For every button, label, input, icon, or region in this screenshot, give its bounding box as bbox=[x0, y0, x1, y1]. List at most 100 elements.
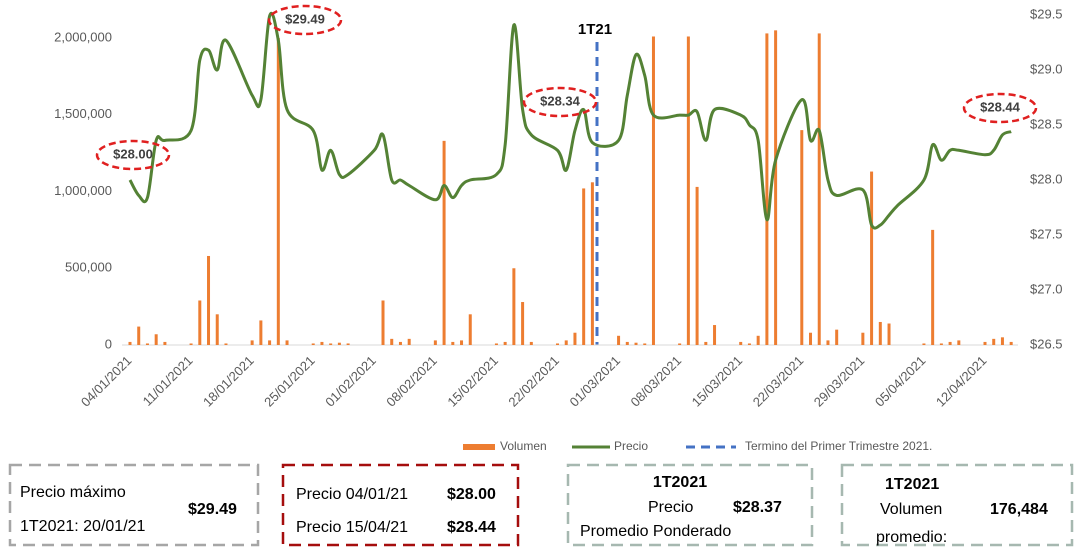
bar bbox=[695, 186, 699, 345]
bar bbox=[451, 341, 455, 345]
bar bbox=[556, 343, 559, 345]
x-tick-label: 11/01/2021 bbox=[140, 353, 196, 409]
y2-tick-label: $28.0 bbox=[1030, 171, 1063, 186]
bar bbox=[747, 343, 751, 345]
summary-text: Precio 15/04/21 bbox=[296, 519, 408, 536]
bar bbox=[678, 343, 682, 345]
x-tick-label: 08/02/2021 bbox=[383, 353, 440, 410]
bar bbox=[826, 340, 830, 345]
x-tick-label: 25/01/2021 bbox=[261, 353, 318, 410]
annotation-ring bbox=[95, 139, 171, 171]
summary-box bbox=[566, 463, 814, 547]
bar bbox=[442, 140, 446, 345]
y2-tick-label: $27.5 bbox=[1030, 226, 1063, 241]
bar bbox=[765, 33, 769, 345]
bar bbox=[407, 338, 411, 345]
bar bbox=[207, 255, 211, 345]
bar bbox=[713, 325, 717, 345]
bar bbox=[704, 341, 708, 345]
bar bbox=[381, 300, 385, 345]
y2-tick-label: $29.5 bbox=[1030, 6, 1063, 21]
summary-value: $29.49 bbox=[188, 501, 237, 518]
bar bbox=[983, 341, 987, 345]
bar bbox=[320, 341, 324, 345]
summary-heading: 1T2021 bbox=[653, 474, 707, 491]
bar bbox=[460, 340, 464, 345]
bar bbox=[887, 323, 891, 345]
bar bbox=[800, 130, 804, 345]
annotation: $28.34 bbox=[540, 93, 581, 108]
bar bbox=[224, 343, 228, 345]
bar bbox=[617, 335, 621, 345]
marks: 0 500,000 1,000,000 1,500,000 2,000,000 $26.5… bbox=[54, 6, 1062, 409]
summary-value: $28.44 bbox=[447, 519, 496, 536]
y2-tick-label: $27.0 bbox=[1030, 281, 1063, 296]
bar bbox=[163, 341, 167, 345]
y-tick-label: 1,500,000 bbox=[54, 106, 112, 121]
bar bbox=[468, 314, 472, 345]
bar bbox=[398, 341, 402, 345]
bar bbox=[861, 332, 865, 345]
bar bbox=[774, 30, 778, 345]
bar bbox=[957, 340, 961, 345]
bar bbox=[198, 300, 202, 345]
bar bbox=[259, 320, 263, 345]
bar bbox=[512, 268, 516, 345]
summary-boxes: Precio máximo 1T2021: 20/01/21 $29.49 Pr… bbox=[8, 463, 1074, 547]
bar bbox=[564, 340, 568, 345]
x-tick-label: 22/02/2021 bbox=[505, 353, 562, 410]
bar bbox=[651, 36, 655, 345]
summary-value: $28.37 bbox=[733, 499, 782, 516]
bar bbox=[948, 341, 952, 345]
summary-box bbox=[840, 463, 1074, 547]
bar bbox=[870, 171, 874, 345]
x-tick-label: 01/03/2021 bbox=[566, 353, 623, 410]
x-tick-label: 04/01/2021 bbox=[78, 353, 135, 410]
annotation: $28.00 bbox=[113, 146, 153, 161]
bar bbox=[582, 188, 586, 345]
y-tick-label: 500,000 bbox=[65, 260, 112, 275]
summary-heading: 1T2021 bbox=[885, 476, 939, 493]
bar bbox=[739, 341, 743, 345]
bar bbox=[215, 314, 219, 345]
bar bbox=[529, 341, 533, 345]
bar bbox=[939, 343, 943, 345]
bar bbox=[128, 341, 132, 345]
x-tick-label: 12/04/2021 bbox=[933, 353, 990, 410]
bar bbox=[137, 326, 141, 345]
legend-label: Termino del Primer Trimestre 2021. bbox=[745, 439, 932, 453]
summary-text: Precio bbox=[648, 499, 693, 516]
bar bbox=[1009, 341, 1013, 345]
x-tick-label: 05/04/2021 bbox=[872, 353, 929, 410]
bar bbox=[590, 182, 594, 345]
legend-label: Volumen bbox=[500, 439, 547, 453]
bar bbox=[433, 340, 437, 345]
summary-text: Volumen bbox=[880, 501, 942, 518]
bar bbox=[817, 33, 821, 345]
bar bbox=[878, 321, 882, 345]
bar bbox=[992, 338, 996, 345]
bar bbox=[573, 332, 577, 345]
bar bbox=[503, 341, 507, 345]
bar bbox=[686, 36, 690, 345]
y2-tick-label: $26.5 bbox=[1030, 336, 1063, 351]
x-tick-label: 01/02/2021 bbox=[322, 353, 379, 410]
x-tick-label: 29/03/2021 bbox=[811, 353, 868, 410]
y-tick-label: 0 bbox=[105, 336, 112, 351]
annotation-ring bbox=[962, 92, 1038, 124]
bar bbox=[643, 343, 647, 345]
x-tick-label: 22/03/2021 bbox=[750, 353, 807, 410]
bar bbox=[268, 340, 272, 345]
bar bbox=[756, 335, 760, 345]
summary-text: Precio 04/01/21 bbox=[296, 486, 408, 503]
bar bbox=[329, 343, 333, 345]
legend-label: Precio bbox=[614, 439, 648, 453]
bar bbox=[494, 343, 498, 345]
annotations: $29.49 $28.00 $28.34 $28.44 bbox=[95, 4, 1038, 171]
summary-value: 176,484 bbox=[990, 501, 1048, 518]
bar bbox=[189, 343, 193, 345]
bar bbox=[337, 342, 341, 345]
bar bbox=[390, 338, 394, 345]
bar bbox=[145, 343, 149, 345]
